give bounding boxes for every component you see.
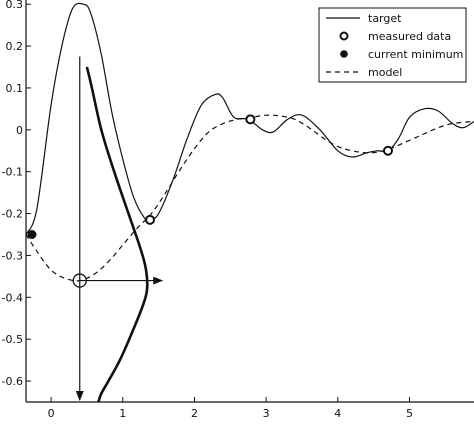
measured-data-point: [245, 114, 256, 125]
legend-label-current-minimum: current minimum: [368, 48, 463, 61]
measured-data-point: [382, 145, 393, 156]
y-tick-label: 0: [16, 124, 23, 137]
measured-data-point: [145, 214, 156, 225]
y-tick-label: 0.3: [6, 0, 24, 11]
series-line-model: [25, 114, 474, 282]
legend-box: [318, 7, 467, 83]
legend-label-measured-data: measured data: [368, 30, 451, 43]
x-tick-label: 4: [334, 407, 341, 420]
series-line-target: [25, 2, 474, 235]
x-tick-label: 1: [119, 407, 126, 420]
current-minimum-point: [27, 230, 37, 239]
legend-swatch-current-minimum: [340, 50, 348, 58]
distribution-curve: [85, 66, 149, 403]
y-tick-label: -0.4: [2, 291, 23, 304]
y-tick-label: -0.6: [2, 375, 23, 388]
x-tick-label: 0: [48, 407, 55, 420]
y-tick-label: -0.5: [2, 333, 23, 346]
x-tick-label: 3: [263, 407, 270, 420]
y-tick-label: -0.3: [2, 249, 23, 262]
legend: target measured data current minimum mod…: [318, 7, 467, 83]
model-point-marker: [72, 273, 87, 288]
y-tick-label: -0.2: [2, 208, 23, 221]
y-tick-label: -0.1: [2, 166, 23, 179]
legend-label-target: target: [368, 12, 402, 25]
plot-area: [25, 2, 474, 403]
x-tick-label: 5: [406, 407, 413, 420]
legend-swatch-measured-data: [339, 31, 349, 41]
y-tick-label: 0.2: [6, 40, 24, 53]
legend-label-model: model: [368, 66, 402, 79]
y-tick-label: 0.1: [6, 82, 24, 95]
x-tick-label: 2: [191, 407, 198, 420]
